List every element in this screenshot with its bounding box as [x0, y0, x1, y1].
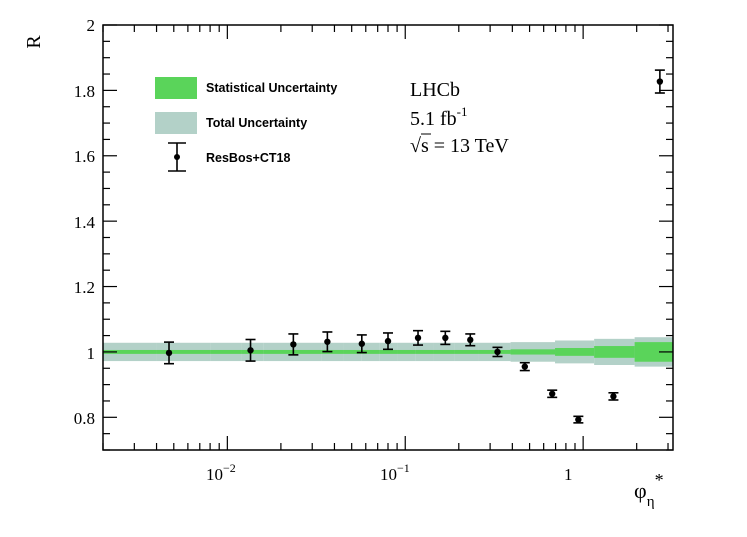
- legend-label-stat: Statistical Uncertainty: [206, 81, 337, 95]
- stat-uncertainty-band: [294, 349, 322, 354]
- stat-uncertainty-band: [156, 349, 211, 354]
- point-marker: [575, 416, 582, 423]
- point-marker: [414, 334, 422, 342]
- y-axis-label: R: [23, 35, 45, 49]
- x-tick-base: 10: [206, 465, 223, 484]
- data-point: [573, 415, 584, 424]
- data-point: [322, 331, 333, 353]
- stat-uncertainty-band: [555, 348, 595, 356]
- x-axis-label-main: φ: [634, 478, 647, 503]
- legend-label-resbos: ResBos+CT18: [206, 151, 290, 165]
- stat-uncertainty-band: [321, 349, 344, 354]
- x-tick-label: 10−1: [380, 461, 410, 484]
- x-tick-label: 10−2: [206, 461, 236, 484]
- stat-uncertainty-band: [263, 349, 295, 354]
- y-tick-labels: 0.8 1 1.2 1.4 1.6 1.8 2: [74, 16, 96, 428]
- x-tick-base: 1: [564, 465, 573, 484]
- point-marker: [324, 338, 331, 345]
- x-axis-label-sup: *: [655, 470, 664, 490]
- stat-uncertainty-band: [397, 349, 416, 354]
- x-tick-exp: −2: [223, 461, 236, 475]
- luminosity-label: 5.1 fb-1: [410, 104, 468, 130]
- data-point: [547, 389, 558, 399]
- sqrt-sign: √: [410, 135, 421, 157]
- data-point: [654, 69, 665, 94]
- experiment-annotation: LHCb 5.1 fb-1 √s = 13 TeV: [410, 79, 509, 157]
- legend-label-total: Total Uncertainty: [206, 116, 307, 130]
- data-point: [519, 361, 530, 372]
- point-marker: [548, 390, 556, 397]
- luminosity-value: 5.1 fb: [410, 108, 457, 130]
- data-point: [492, 346, 503, 358]
- data-point: [164, 341, 175, 365]
- stat-uncertainty-band: [634, 342, 673, 362]
- legend-swatch-stat: [155, 77, 197, 99]
- legend-swatch-total: [155, 112, 197, 134]
- y-tick-label: 1.4: [74, 213, 96, 232]
- data-points: [164, 69, 665, 424]
- point-marker: [384, 337, 392, 345]
- point-marker: [358, 340, 366, 347]
- stat-uncertainty-band: [415, 349, 434, 354]
- energy-label: √s = 13 TeV: [410, 135, 509, 157]
- data-point: [245, 338, 256, 362]
- data-point: [440, 330, 451, 346]
- x-tick-base: 10: [380, 465, 397, 484]
- point-marker: [442, 334, 449, 342]
- y-tick-label: 1: [87, 344, 96, 363]
- stat-uncertainty-band: [454, 349, 479, 354]
- stat-uncertainty-band: [210, 349, 242, 354]
- experiment-label: LHCb: [410, 79, 460, 101]
- x-tick-exp: −1: [397, 461, 410, 475]
- point-marker: [610, 393, 617, 400]
- stat-uncertainty-band: [343, 349, 362, 354]
- stat-uncertainty-band: [103, 349, 157, 354]
- data-point: [383, 332, 393, 351]
- stat-uncertainty-band: [433, 349, 455, 354]
- point-marker: [467, 336, 474, 344]
- point-marker: [290, 341, 297, 348]
- point-marker: [247, 347, 254, 354]
- luminosity-exp: -1: [457, 104, 468, 119]
- point-marker: [521, 363, 529, 370]
- axis-ticks: [102, 24, 673, 451]
- point-marker: [165, 349, 173, 357]
- y-tick-label: 1.8: [74, 82, 95, 101]
- data-point: [356, 334, 367, 354]
- data-point: [288, 333, 299, 356]
- legend-marker-resbos: [168, 142, 186, 172]
- x-axis-label: φη*: [634, 470, 664, 510]
- x-tick-label: 1: [564, 465, 573, 484]
- stat-uncertainty-band: [361, 349, 380, 354]
- y-tick-label: 1.6: [74, 147, 95, 166]
- y-tick-label: 1.2: [74, 278, 95, 297]
- stat-uncertainty-band: [594, 346, 635, 358]
- stat-uncertainty-band: [379, 349, 398, 354]
- data-point: [413, 329, 424, 346]
- data-point: [608, 391, 619, 401]
- data-point: [465, 333, 476, 347]
- stat-uncertainty-band: [510, 349, 556, 355]
- y-tick-label: 0.8: [74, 409, 95, 428]
- y-tick-label: 2: [87, 16, 96, 35]
- energy-value: s = 13 TeV: [421, 135, 509, 157]
- point-marker: [494, 348, 501, 356]
- x-axis-label-sub: η: [647, 494, 655, 510]
- x-tick-labels: 10−2 10−1 1: [206, 461, 573, 484]
- legend: Statistical Uncertainty Total Uncertaint…: [155, 77, 337, 172]
- point-marker: [656, 78, 664, 85]
